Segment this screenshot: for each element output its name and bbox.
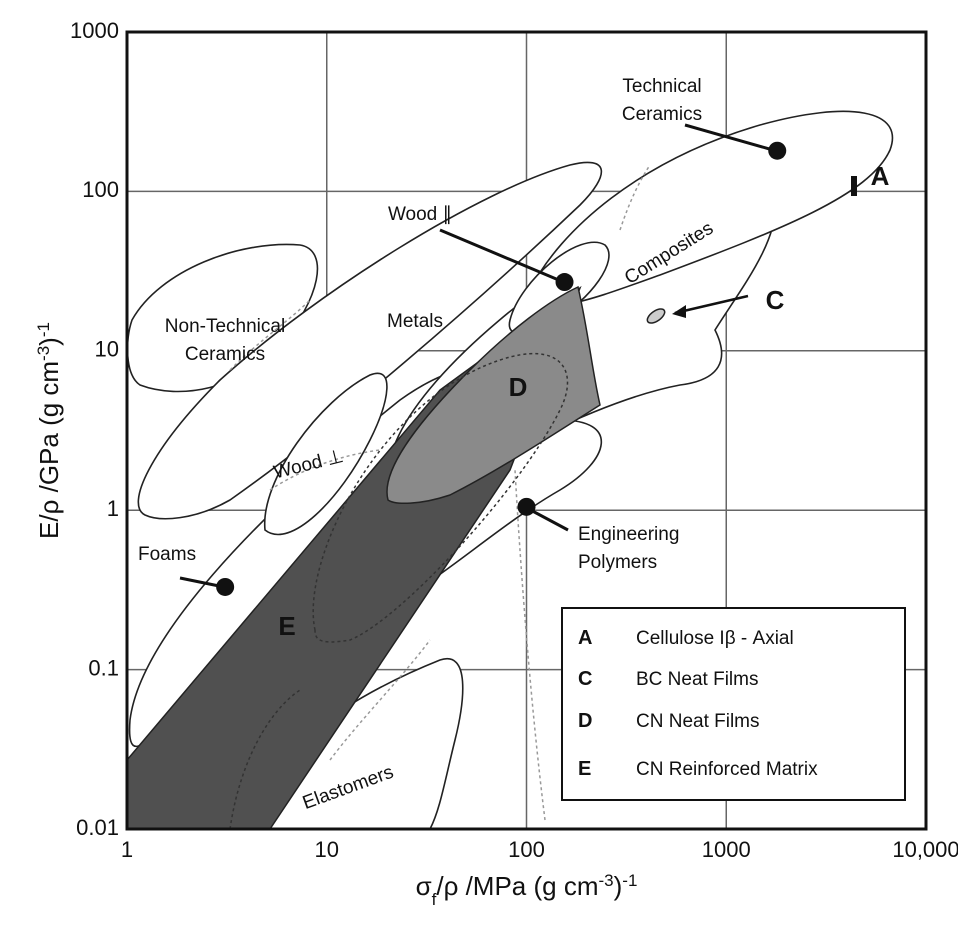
envelope-line	[229, 164, 651, 821]
technical-ceramics-region	[529, 110, 894, 306]
legend-key: D	[578, 710, 592, 732]
region-marker-label: D	[509, 372, 528, 402]
axis-label-part: -3	[34, 346, 53, 361]
axis-label-part: -1	[622, 871, 637, 890]
axis-label-part: -1	[34, 322, 53, 337]
regions	[127, 110, 894, 829]
wood-perpendicular-region	[264, 372, 388, 536]
axis-label-part: f	[432, 890, 437, 909]
plot-frame	[125, 30, 928, 831]
legend-label: CN Neat Films	[636, 711, 760, 732]
point-label: Engineering	[578, 524, 679, 545]
data-point	[555, 273, 574, 292]
y-tick-label: 10	[95, 337, 119, 362]
y-tick-label: 0.1	[88, 655, 119, 680]
axis-label-part: E/ρ /GPa (g cm	[34, 361, 64, 539]
x-tick-label: 10	[315, 837, 339, 862]
point-label: Polymers	[578, 552, 657, 573]
axis-label-part: /ρ /MPa (g cm	[436, 871, 598, 901]
x-tick-label: 1000	[702, 837, 751, 862]
x-tick-label: 1	[121, 837, 133, 862]
point-label: Ceramics	[622, 104, 702, 125]
region-marker-label: E	[278, 611, 295, 641]
metals-region	[137, 161, 603, 520]
point-label: Technical	[622, 76, 701, 97]
point-label: Foams	[138, 544, 196, 565]
leader-line	[439, 228, 562, 283]
data-point	[216, 577, 235, 596]
y-axis-label: E/ρ /GPa (g cm-3)-1	[34, 322, 65, 539]
axis-label-part: )	[614, 871, 623, 901]
marker-c	[646, 308, 666, 324]
legend-label: Cellulose Iβ - Axial	[636, 628, 794, 649]
point-label: Wood ∥	[388, 204, 452, 225]
legend-label: BC Neat Films	[636, 669, 758, 690]
envelope-line	[229, 352, 569, 829]
arrow-head	[672, 305, 686, 318]
arrow	[674, 294, 749, 315]
region-label: Metals	[387, 311, 443, 332]
x-axis-label: σf/ρ /MPa (g cm-3)-1	[416, 871, 638, 909]
y-tick-label: 1000	[70, 18, 119, 43]
legend-key: C	[578, 668, 592, 690]
axis-label-part: -3	[599, 871, 614, 890]
data-point	[517, 497, 536, 516]
y-tick-label: 0.01	[76, 815, 119, 840]
region-marker-label: A	[871, 161, 890, 191]
region-marker-label: C	[766, 285, 785, 315]
region-label: Non-Technical	[165, 316, 285, 337]
x-tick-label: 10,000	[892, 837, 958, 862]
y-tick-label: 100	[82, 177, 119, 202]
axis-label-part: )	[34, 337, 64, 346]
region-label: Ceramics	[185, 344, 265, 365]
legend-label: CN Reinforced Matrix	[636, 759, 818, 780]
x-tick-label: 100	[508, 837, 545, 862]
legend-key: E	[578, 758, 591, 780]
legend-box	[561, 607, 906, 801]
data-point	[768, 141, 787, 160]
leader-line	[684, 123, 774, 152]
region-d	[386, 285, 601, 505]
y-tick-label: 1	[107, 496, 119, 521]
legend-key: A	[578, 627, 592, 649]
axis-label-part: σ	[416, 871, 432, 901]
marker-a	[851, 176, 857, 196]
